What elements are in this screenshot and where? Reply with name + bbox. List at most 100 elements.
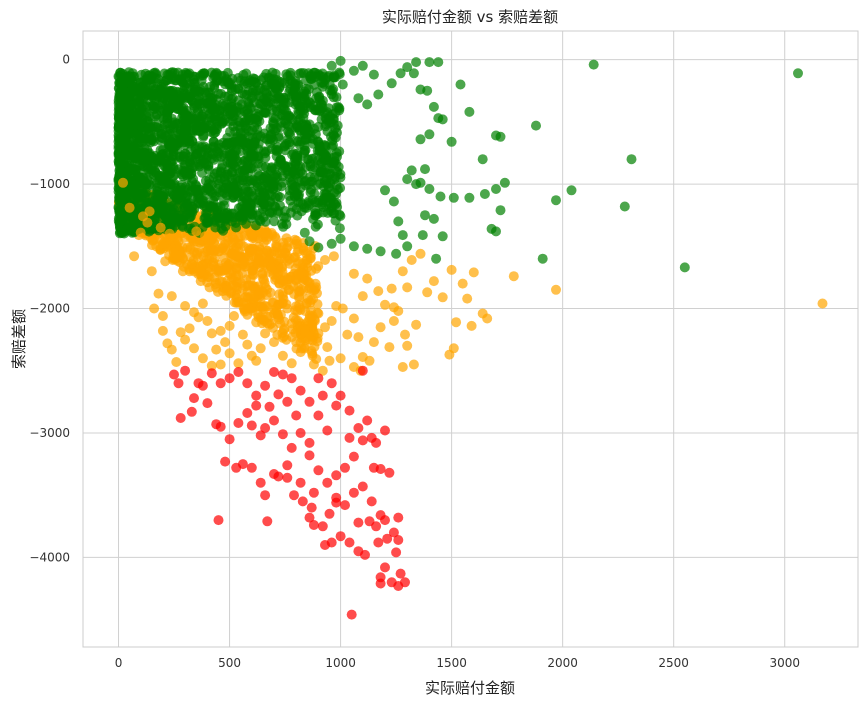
scatter-point xyxy=(187,136,198,147)
scatter-point xyxy=(271,123,282,133)
scatter-point xyxy=(125,128,136,139)
scatter-point xyxy=(281,212,292,223)
scatter-point xyxy=(531,120,541,131)
scatter-point xyxy=(326,60,337,71)
scatter-point xyxy=(303,293,313,304)
scatter-point xyxy=(282,303,293,314)
scatter-point xyxy=(306,284,317,295)
scatter-point xyxy=(491,226,501,237)
scatter-point xyxy=(184,211,195,222)
scatter-point xyxy=(357,365,368,376)
scatter-point xyxy=(386,577,397,588)
scatter-point xyxy=(302,276,313,287)
scatter-point xyxy=(219,150,230,161)
scatter-point xyxy=(194,95,205,106)
scatter-point xyxy=(284,137,295,148)
scatter-point xyxy=(220,456,231,467)
scatter-point xyxy=(164,123,175,134)
scatter-point xyxy=(322,477,333,488)
scatter-point xyxy=(348,65,359,76)
scatter-point xyxy=(226,248,237,259)
scatter-point xyxy=(129,251,140,262)
scatter-point xyxy=(566,185,577,196)
scatter-point xyxy=(388,302,399,313)
scatter-point xyxy=(133,99,144,110)
scatter-point xyxy=(260,380,271,391)
scatter-point xyxy=(417,230,428,241)
scatter-point xyxy=(388,316,399,326)
scatter-point xyxy=(357,60,368,71)
scatter-point xyxy=(226,79,237,90)
scatter-point xyxy=(242,146,253,157)
scatter-point xyxy=(198,122,209,133)
scatter-point xyxy=(242,378,253,389)
scatter-point xyxy=(331,400,342,411)
scatter-point xyxy=(313,242,324,253)
scatter-point xyxy=(269,469,279,479)
scatter-point xyxy=(362,415,373,426)
scatter-point xyxy=(121,108,132,119)
scatter-point xyxy=(380,185,390,196)
scatter-point xyxy=(224,348,235,359)
scatter-point xyxy=(249,291,259,302)
scatter-point xyxy=(237,88,248,99)
scatter-point xyxy=(386,78,397,89)
scatter-point xyxy=(136,107,147,117)
scatter-point xyxy=(171,357,182,367)
scatter-point xyxy=(304,236,315,247)
scatter-point xyxy=(437,292,448,303)
scatter-point xyxy=(300,145,311,156)
scatter-point xyxy=(200,231,211,242)
scatter-point xyxy=(251,197,262,208)
scatter-point xyxy=(297,258,308,269)
scatter-point xyxy=(353,423,364,433)
scatter-point xyxy=(269,337,279,348)
data-points xyxy=(113,55,828,620)
scatter-point xyxy=(257,273,268,284)
scatter-point xyxy=(204,282,215,293)
scatter-point xyxy=(264,401,275,412)
scatter-point xyxy=(151,100,162,111)
tick-labels: 0 500 1000 1500 2000 2500 3000 0 −1000 −2000 −3000… xyxy=(29,53,800,670)
scatter-point xyxy=(233,418,244,428)
scatter-point xyxy=(373,537,384,548)
scatter-point xyxy=(375,572,386,583)
scatter-point xyxy=(173,378,184,389)
scatter-point xyxy=(444,349,455,360)
scatter-point xyxy=(446,136,457,147)
scatter-point xyxy=(224,434,235,445)
scatter-point xyxy=(249,175,260,186)
scatter-point xyxy=(306,70,316,80)
scatter-point xyxy=(267,104,278,115)
scatter-point xyxy=(240,281,251,292)
scatter-point xyxy=(155,135,166,146)
scatter-point xyxy=(171,140,182,151)
scatter-point xyxy=(295,347,306,358)
scatter-point xyxy=(402,340,413,351)
scatter-point xyxy=(180,148,191,159)
scatter-point xyxy=(482,313,493,324)
scatter-point xyxy=(457,278,468,289)
scatter-point xyxy=(451,317,462,328)
scatter-point xyxy=(337,79,348,90)
scatter-point xyxy=(366,496,377,507)
scatter-point xyxy=(346,609,357,620)
scatter-point xyxy=(348,451,359,462)
scatter-point xyxy=(286,358,297,369)
scatter-point xyxy=(468,267,479,278)
scatter-point xyxy=(313,465,324,476)
scatter-point xyxy=(126,221,137,232)
scatter-point xyxy=(264,319,275,330)
scatter-point xyxy=(118,177,128,188)
scatter-point xyxy=(320,322,330,333)
scatter-point xyxy=(220,337,231,348)
scatter-point xyxy=(307,176,318,187)
scatter-point xyxy=(164,69,175,80)
scatter-point xyxy=(295,166,306,177)
scatter-point xyxy=(222,261,233,272)
scatter-point xyxy=(360,549,370,560)
scatter-point xyxy=(268,135,278,145)
scatter-point xyxy=(406,165,417,176)
scatter-point xyxy=(153,288,164,299)
scatter-point xyxy=(255,477,266,488)
